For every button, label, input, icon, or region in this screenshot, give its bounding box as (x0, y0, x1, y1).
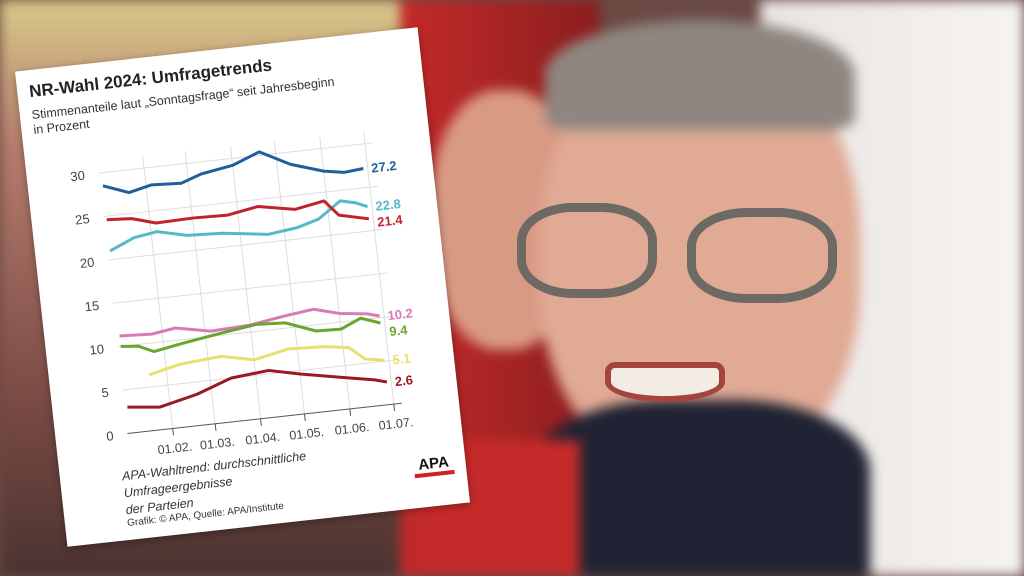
chart-card: NR-Wahl 2024: Umfragetrends Stimmenantei… (14, 27, 471, 547)
x-tick-label: 01.04. (245, 430, 281, 448)
x-tick (303, 413, 306, 421)
gridline-horizontal (112, 272, 388, 304)
gridline-vertical (363, 131, 395, 405)
y-tick-label: 25 (74, 211, 90, 227)
y-tick-label: 0 (106, 428, 115, 444)
gridline-vertical (184, 151, 216, 424)
series-end-label: 9.4 (389, 322, 409, 339)
x-tick (349, 408, 352, 416)
x-tick (172, 428, 175, 436)
series-end-label: 10.2 (387, 305, 414, 323)
series-line (127, 368, 388, 409)
gridline-vertical (273, 141, 305, 415)
x-tick-label: 01.06. (334, 420, 370, 438)
gridline-vertical (142, 156, 174, 429)
x-tick-label: 01.03. (199, 435, 235, 453)
series-line (109, 199, 369, 253)
gridline-horizontal (122, 359, 397, 391)
glasses (512, 198, 852, 308)
apa-logo: APA (412, 453, 455, 479)
line-chart: 0 5 10 15 20 25 30 01.02. 01.03. 01.04. 01.05. 01.0… (70, 131, 414, 458)
x-tick (214, 423, 217, 431)
y-tick-label: 20 (79, 254, 95, 270)
series-line (119, 307, 380, 338)
x-tick-label: 01.05. (289, 425, 325, 443)
series-end-label: 27.2 (370, 158, 397, 176)
x-tick-label: 01.07. (378, 415, 414, 433)
y-tick-label: 5 (101, 385, 110, 401)
y-tick-label: 15 (84, 298, 100, 314)
y-tick-label: 10 (89, 341, 105, 357)
series-line (102, 150, 364, 195)
series-line (148, 345, 385, 377)
x-tick (393, 404, 396, 412)
series-end-label: 22.8 (375, 196, 402, 214)
smile (605, 362, 725, 402)
series-line (120, 316, 381, 354)
x-axis (127, 402, 402, 435)
series-end-label: 21.4 (376, 212, 404, 230)
gridline-horizontal (98, 142, 374, 174)
gridline-vertical (319, 136, 351, 410)
series-end-label: 2.6 (394, 372, 414, 389)
x-tick-label: 01.02. (157, 440, 193, 458)
y-tick-label: 30 (70, 168, 86, 184)
series-end-label: 5.1 (392, 351, 412, 368)
series-line (106, 199, 370, 225)
x-tick (260, 418, 262, 426)
